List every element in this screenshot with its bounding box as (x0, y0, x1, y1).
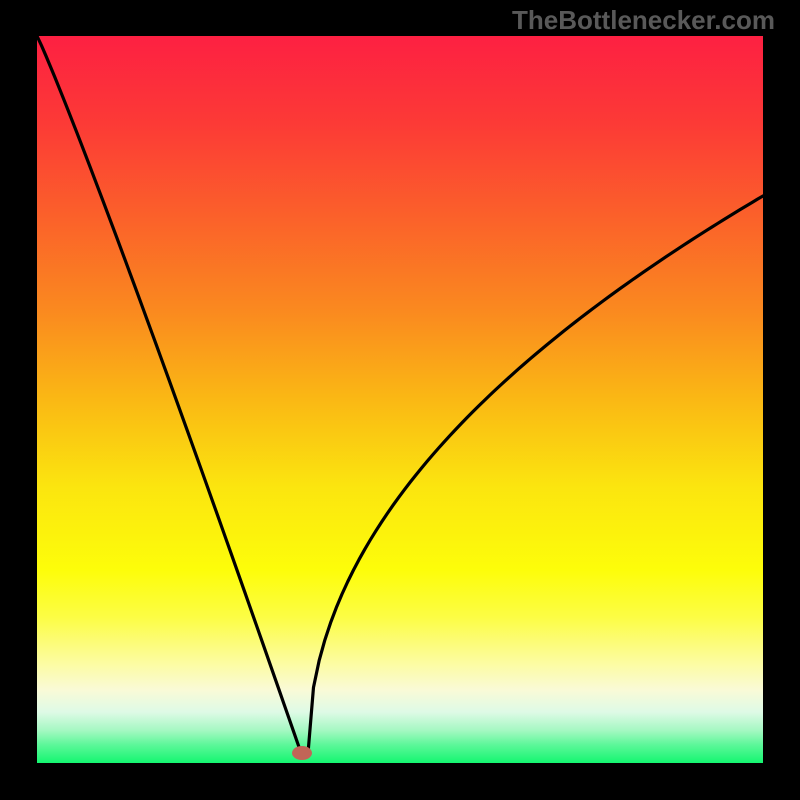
chart-container: TheBottlenecker.com (0, 0, 800, 800)
plot-area (37, 36, 763, 763)
optimum-marker (292, 746, 312, 760)
watermark-text: TheBottlenecker.com (512, 5, 775, 36)
